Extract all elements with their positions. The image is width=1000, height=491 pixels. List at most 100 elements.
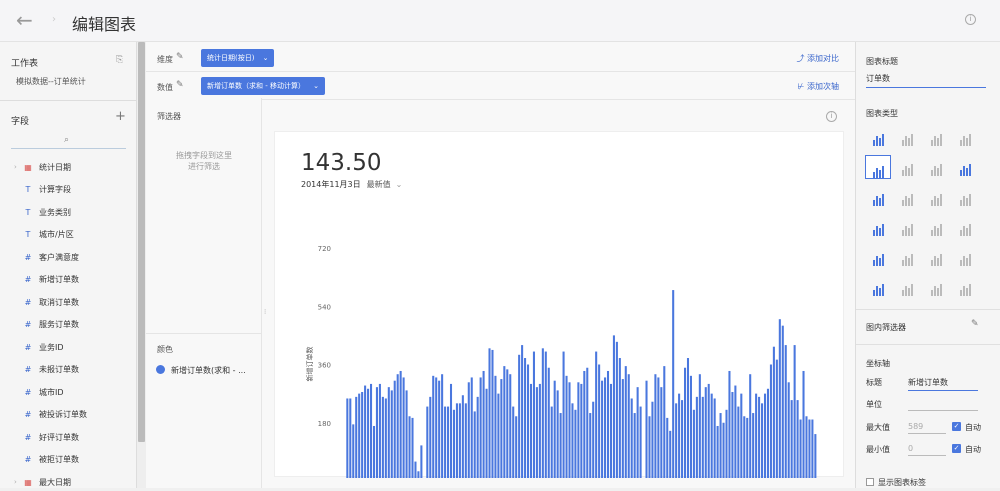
chart-type-hbar-icon[interactable] [867,188,889,206]
chart-type-pie-icon[interactable] [867,248,889,266]
field-item[interactable]: # 被投诉订单数 [14,406,87,424]
bar [698,374,701,478]
chart-type-sankey-icon[interactable] [867,278,889,296]
chart-type-bar-pos-neg-icon[interactable] [954,158,976,176]
chart-type-kpi-icon[interactable] [896,128,918,146]
bar [364,385,367,478]
max-auto-checkbox[interactable]: ✓ [952,422,961,431]
field-item[interactable]: # 客户满意度 [14,248,79,266]
chart-type-hbar-stacked-icon[interactable] [896,188,918,206]
bar [601,380,604,478]
chart-type-area-stacked-icon[interactable] [896,218,918,236]
bar [734,385,737,478]
field-item[interactable]: › ▦ 统计日期 [14,158,71,176]
scrollbar-thumb[interactable] [138,42,145,442]
field-item[interactable]: # 新增订单数 [14,271,79,289]
chart-title-input[interactable]: 订单数 [866,73,986,88]
field-item[interactable]: # 服务订单数 [14,316,79,334]
settings-panel: 图表标题 订单数 图表类型 图内筛选器 ✎ 坐标轴 标题 新增订单数 单位 最大… [855,42,1000,488]
add-field-icon[interactable]: + [115,109,126,124]
info-icon[interactable]: i [826,111,837,122]
number-type-icon: # [24,252,32,262]
pencil-icon[interactable]: ✎ [176,52,184,62]
bar [372,425,376,478]
bar [529,383,533,478]
chevron-down-icon[interactable]: ⌄ [395,180,403,189]
chart-type-gauge-icon[interactable] [925,128,947,146]
chart-type-bar-icon[interactable] [865,155,891,179]
field-item[interactable]: # 被拒订单数 [14,451,79,469]
chart-type-table-icon[interactable] [867,128,889,146]
arrow-left-icon[interactable]: ← [16,8,33,32]
field-label: 未报订单数 [39,365,79,374]
chart-type-funnel-icon[interactable] [896,278,918,296]
chevron-down-icon[interactable]: ⌄ [313,82,319,90]
field-item[interactable]: # 取消订单数 [14,293,79,311]
divider [0,100,137,101]
field-item[interactable]: › ▦ 最大日期 [14,473,71,491]
bar [707,383,710,478]
field-item[interactable]: T 业务类别 [14,203,71,221]
number-type-icon: # [24,410,32,419]
field-item[interactable]: # 业务ID [14,338,64,356]
bar [509,374,512,478]
bar [387,387,390,478]
expand-icon[interactable]: › [14,478,17,486]
add-secondary-axis-label: 添加次轴 [807,82,839,91]
bar [441,374,444,478]
chart-type-area-percent-icon[interactable] [925,218,947,236]
chart-type-label: 图表类型 [866,109,898,118]
info-icon[interactable]: i [965,14,976,25]
min-input[interactable]: 0 [908,444,946,456]
unit-input[interactable] [908,410,978,411]
chart-type-ring-icon[interactable] [896,248,918,266]
min-auto-checkbox[interactable]: ✓ [952,444,961,453]
bar [411,417,414,478]
field-search-input[interactable]: ⌕ [11,135,126,149]
bar [500,379,503,478]
field-item[interactable]: # 城市ID [14,383,64,401]
y-tick-label: 540 [318,303,331,311]
switch-dataset-icon[interactable]: ⎘ [116,55,124,65]
chart-type-bar-stacked-icon[interactable] [896,158,918,176]
chart-type-area-icon[interactable] [867,218,889,236]
dimension-pill[interactable]: 统计日期(按日) ⌄ [201,49,275,67]
legend-item[interactable]: 新增订单数(求和 - ... [171,366,246,375]
chart-type-bar-percent-icon[interactable] [925,158,947,176]
chart-type-hbar-percent-icon[interactable] [925,188,947,206]
add-secondary-axis-button[interactable]: ⊬ 添加次轴 [797,81,839,92]
chart-type-line-icon[interactable] [954,128,976,146]
bar [538,383,541,478]
chart-type-word-icon[interactable] [925,278,947,296]
bar [553,380,556,478]
latest-label[interactable]: 最新值 [366,180,391,189]
chart-type-radar-icon[interactable] [954,278,976,296]
chevron-down-icon[interactable]: ⌄ [262,54,269,62]
value-pill[interactable]: 新增订单数（求和 - 移动计算） ⌄ [201,77,325,95]
field-item[interactable]: T 城市/片区 [14,226,74,244]
pencil-icon[interactable]: ✎ [176,80,184,90]
max-auto-label: 自动 [965,423,981,432]
bar [378,383,381,478]
show-tags-label: 显示图表标签 [878,478,926,487]
filter-drop-hint[interactable]: 拖拽字段到这里 [176,151,232,160]
field-item[interactable]: # 未报订单数 [14,361,79,379]
chart-type-scatter-icon[interactable] [954,218,976,236]
scrollbar[interactable] [137,42,146,488]
max-input[interactable]: 589 [908,422,946,434]
chart-type-bullet-icon[interactable] [954,188,976,206]
pencil-icon[interactable]: ✎ [971,319,979,329]
expand-icon[interactable]: › [14,163,17,171]
resize-handle[interactable]: ⁞ [264,308,267,316]
field-item[interactable]: # 好评订单数 [14,428,79,446]
add-compare-button[interactable]: ⤴ 添加对比 [796,53,839,64]
show-tags-checkbox[interactable] [866,478,874,486]
chart-type-map-icon[interactable] [925,248,947,266]
chart-type-bubble-map-icon[interactable] [954,248,976,266]
bar [571,403,574,478]
field-label: 被投诉订单数 [39,410,87,419]
axis-title-input[interactable]: 新增订单数 [908,377,978,391]
bar [663,366,666,478]
bar [701,396,704,478]
field-item[interactable]: T 计算字段 [14,181,71,199]
